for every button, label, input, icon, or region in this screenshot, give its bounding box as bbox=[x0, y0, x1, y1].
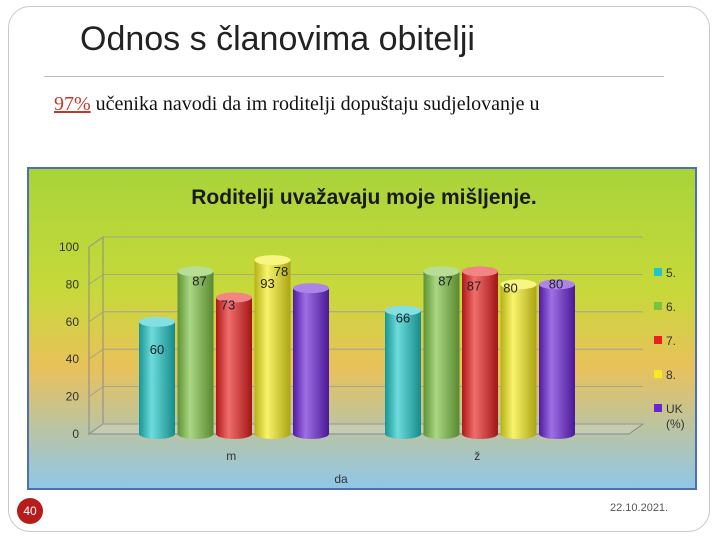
legend-note: (%) bbox=[666, 417, 685, 431]
chart-title: Roditelji uvažavaju moje mišljenje. bbox=[191, 186, 536, 209]
bar-value-label: 78 bbox=[274, 264, 288, 279]
gridline bbox=[88, 236, 104, 248]
bar-body bbox=[500, 284, 537, 439]
bar-value-label: 60 bbox=[150, 342, 164, 357]
bar: 80 bbox=[500, 279, 537, 439]
legend-swatch bbox=[654, 268, 662, 276]
bar-body bbox=[539, 284, 575, 439]
bar: 78 bbox=[274, 264, 329, 439]
bar-top bbox=[500, 279, 537, 290]
bar-chart: Roditelji uvažavaju moje mišljenje. 0 20 4… bbox=[29, 169, 695, 488]
bar-value-label: 80 bbox=[549, 276, 563, 291]
y-axis-ticks: 0 20 40 60 80 100 bbox=[59, 240, 79, 441]
slide-date: 22.10.2021. bbox=[610, 502, 669, 514]
chart-background bbox=[29, 169, 695, 488]
bar: 87 bbox=[423, 266, 460, 439]
legend-label: 7. bbox=[666, 334, 676, 348]
bar-value-label: 66 bbox=[396, 311, 410, 326]
y-tick-label: 100 bbox=[59, 240, 79, 254]
bar-top bbox=[293, 283, 329, 294]
bar: 60 bbox=[139, 316, 175, 439]
bar-top bbox=[462, 266, 498, 277]
legend-label: UK bbox=[666, 402, 683, 416]
bar: 93 bbox=[254, 255, 291, 439]
bar-value-label: 87 bbox=[467, 278, 481, 293]
bar-body bbox=[254, 260, 291, 439]
bar-top bbox=[539, 279, 575, 290]
bar-top bbox=[423, 266, 460, 277]
body-text: 97% učenika navodi da im roditelji dopuš… bbox=[54, 92, 694, 117]
gridline bbox=[88, 274, 104, 285]
bar-body bbox=[423, 271, 460, 439]
bar-body bbox=[385, 310, 421, 439]
slide-title: Odnos s članovima obitelji bbox=[80, 20, 475, 58]
bar-top bbox=[177, 266, 214, 277]
x-axis-label: da bbox=[334, 472, 348, 486]
bar-top bbox=[254, 255, 291, 266]
chart-legend: 5. 6. 7. 8. UK(%) bbox=[654, 266, 685, 431]
bar-value-label: 87 bbox=[438, 273, 452, 288]
legend-swatch bbox=[654, 302, 662, 310]
bar: 87 bbox=[462, 266, 498, 439]
bar-body bbox=[139, 321, 175, 439]
gridline bbox=[88, 311, 104, 323]
body-sentence: učenika navodi da im roditelji dopuštaju… bbox=[90, 93, 540, 115]
bar-value-label: 87 bbox=[192, 273, 206, 288]
bar-value-label: 93 bbox=[260, 276, 274, 291]
y-tick-label: 40 bbox=[66, 352, 80, 366]
y-tick-label: 20 bbox=[66, 390, 80, 404]
bar-value-label: 73 bbox=[221, 297, 235, 312]
bar-body bbox=[177, 271, 214, 439]
bar-body bbox=[293, 288, 329, 439]
legend-label: 5. bbox=[666, 266, 676, 280]
bar-top bbox=[139, 316, 175, 327]
gridline bbox=[88, 348, 104, 360]
title-divider bbox=[44, 76, 664, 77]
legend-swatch bbox=[654, 336, 662, 344]
x-category-label: ž bbox=[474, 449, 480, 463]
bar-value-label: 80 bbox=[503, 280, 517, 295]
page-number: 40 bbox=[17, 498, 43, 524]
bar: 66 bbox=[385, 305, 421, 439]
bar-body bbox=[462, 271, 498, 439]
chart-container: Roditelji uvažavaju moje mišljenje. 0 20 4… bbox=[27, 167, 697, 490]
legend-swatch bbox=[654, 404, 662, 412]
legend-label: 6. bbox=[666, 300, 676, 314]
body-percent: 97% bbox=[54, 93, 91, 115]
bar-top bbox=[216, 292, 252, 303]
legend-label: 8. bbox=[666, 368, 676, 382]
bar-top bbox=[385, 305, 421, 316]
x-category-label: m bbox=[226, 449, 236, 463]
y-tick-label: 80 bbox=[66, 277, 80, 291]
y-tick-label: 60 bbox=[66, 315, 80, 329]
y-tick-label: 0 bbox=[72, 427, 79, 441]
bar: 73 bbox=[216, 292, 252, 439]
gridline bbox=[88, 386, 104, 397]
bar-body bbox=[216, 297, 252, 439]
gridline bbox=[88, 423, 104, 435]
bar: 80 bbox=[539, 276, 575, 439]
bar: 87 bbox=[177, 266, 214, 439]
legend-swatch bbox=[654, 370, 662, 378]
